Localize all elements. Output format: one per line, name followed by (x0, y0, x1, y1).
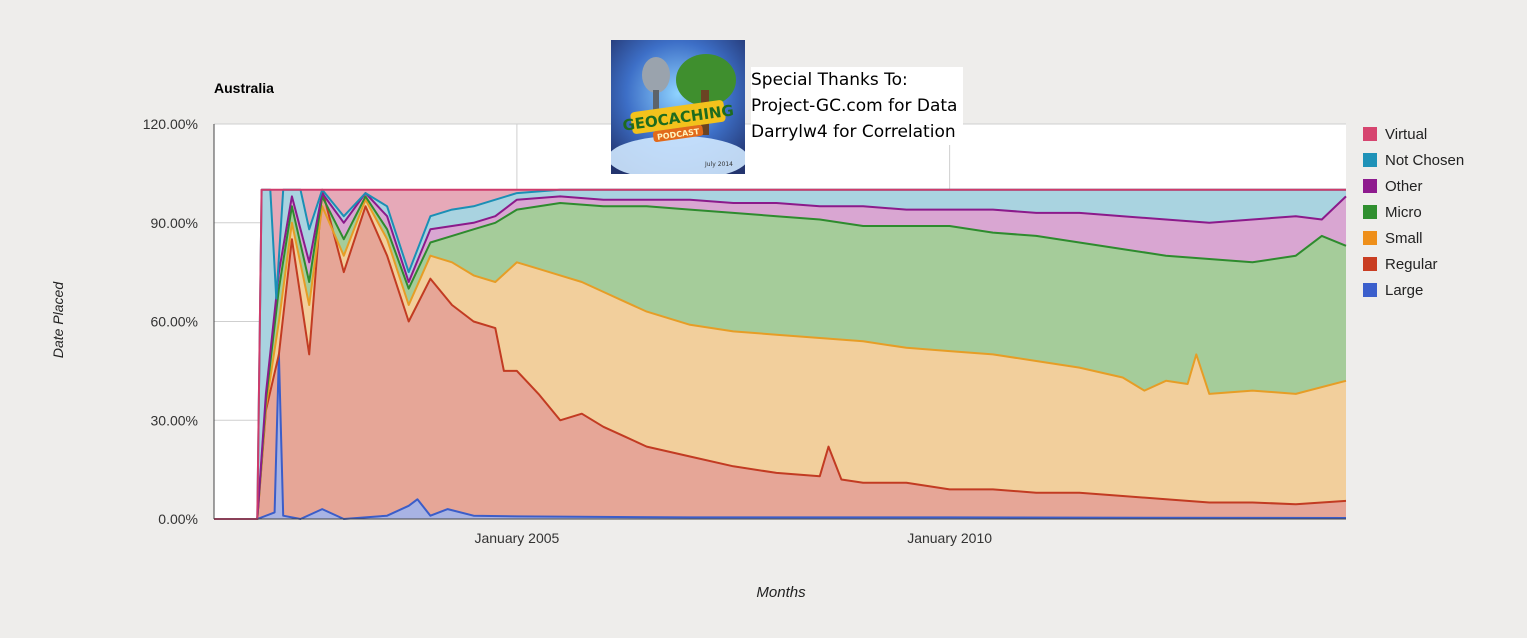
legend-swatch (1363, 179, 1377, 193)
legend-item-not-chosen: Not Chosen (1363, 147, 1464, 173)
y-tick-label: 90.00% (151, 215, 198, 231)
legend-label: Other (1385, 177, 1423, 195)
logo-date: July 2014 (704, 161, 733, 168)
legend-item-virtual: Virtual (1363, 121, 1464, 147)
legend-label: Regular (1385, 255, 1438, 273)
legend-item-regular: Regular (1363, 251, 1464, 277)
y-tick-label: 120.00% (143, 116, 198, 132)
line-regular (214, 188, 1347, 520)
legend-label: Large (1385, 281, 1424, 299)
y-tick-label: 0.00% (158, 511, 198, 527)
legend-label: Small (1385, 229, 1423, 247)
thanks-line-3: Darrylw4 for Correlation (751, 122, 956, 142)
x-tick-label: January 2005 (474, 530, 559, 546)
legend-label: Virtual (1385, 125, 1428, 143)
legend-swatch (1363, 257, 1377, 271)
thanks-line-1: Special Thanks To: (751, 70, 908, 90)
area-regular (214, 189, 1346, 520)
legend-swatch (1363, 205, 1377, 219)
line-other (214, 192, 1347, 520)
legend-label: Micro (1385, 203, 1422, 221)
chart-title: Australia (214, 80, 274, 96)
line-large (214, 353, 1347, 520)
legend-item-large: Large (1363, 277, 1464, 303)
y-axis-title: Date Placed (50, 281, 66, 359)
thanks-box: Special Thanks To: Project-GC.com for Da… (751, 67, 964, 145)
area-layers (214, 189, 1346, 520)
line-not-chosen (214, 188, 1346, 520)
x-tick-label: January 2010 (907, 530, 992, 546)
y-tick-label: 60.00% (151, 314, 198, 330)
legend-item-small: Small (1363, 225, 1464, 251)
x-axis-title: Months (756, 584, 806, 601)
axes: 120.00% 90.00% 60.00% 30.00% 0.00% January 20… (143, 116, 1346, 546)
legend-swatch (1363, 283, 1377, 297)
legend-item-micro: Micro (1363, 199, 1464, 225)
geocaching-podcast-logo: GEOCACHING PODCAST July 2014 (608, 40, 748, 180)
legend-swatch (1363, 231, 1377, 245)
y-tick-label: 30.00% (151, 412, 198, 428)
thanks-line-2: Project-GC.com for Data (751, 96, 958, 116)
legend: Virtual Not Chosen Other Micro Small Reg… (1363, 121, 1464, 303)
legend-label: Not Chosen (1385, 151, 1465, 169)
legend-swatch (1363, 153, 1377, 167)
line-small (214, 198, 1347, 520)
legend-item-other: Other (1363, 173, 1464, 199)
line-micro (214, 195, 1347, 520)
legend-swatch (1363, 127, 1377, 141)
